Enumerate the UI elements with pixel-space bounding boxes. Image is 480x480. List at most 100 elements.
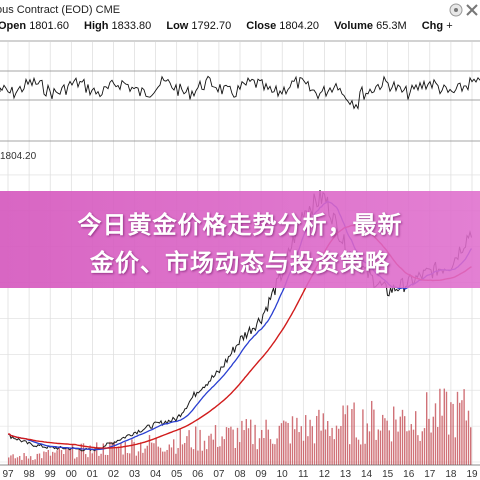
close-icon[interactable]: [464, 2, 480, 18]
volume-bar: [384, 418, 386, 465]
x-tick-label: 17: [424, 469, 436, 480]
volume-bar: [280, 423, 283, 465]
volume-bar: [417, 435, 419, 465]
volume-bar: [93, 446, 96, 465]
volume-bar: [272, 443, 274, 465]
volume-bar: [232, 429, 234, 465]
volume-bar: [331, 427, 333, 465]
volume-bar: [131, 439, 133, 465]
volume-bar: [386, 420, 388, 465]
volume-bar: [287, 422, 289, 465]
volume-bar: [428, 418, 430, 465]
volume-bar: [311, 426, 313, 465]
volume-bar: [371, 400, 373, 465]
volume-bar: [296, 417, 298, 465]
volume-bar: [201, 450, 203, 465]
volume-bar: [74, 458, 76, 465]
volume-bar: [351, 409, 353, 465]
volume-bar: [463, 389, 465, 465]
volume-bar: [423, 428, 426, 465]
volume-bar: [122, 454, 124, 465]
volume-bar: [157, 446, 159, 465]
volume-bar: [454, 437, 456, 465]
volume-bar: [283, 420, 285, 465]
volume-bar: [109, 441, 111, 465]
chg-field: Chg +: [421, 20, 453, 32]
volume-bar: [252, 444, 254, 465]
volume-bar: [14, 458, 16, 465]
volume-bar: [58, 447, 60, 465]
volume-bar: [221, 436, 223, 465]
volume-bar: [467, 410, 470, 465]
volume-bar: [115, 447, 118, 465]
x-tick-label: 98: [24, 469, 36, 480]
chart-header: ous Contract (EOD) CME Open 1801.60 High…: [0, 0, 480, 40]
volume-bar: [379, 430, 382, 465]
volume-bar: [52, 451, 54, 465]
high-field: High 1833.80: [84, 20, 152, 32]
volume-bar: [153, 443, 155, 465]
volume-bar: [412, 429, 415, 465]
x-tick-label: 09: [256, 469, 268, 480]
volume-bar: [410, 424, 412, 465]
x-tick-label: 11: [298, 469, 309, 480]
volume-bar: [342, 405, 344, 465]
volume-bar: [27, 458, 30, 465]
volume-bar: [364, 443, 366, 465]
volume-bar: [10, 455, 12, 465]
volume-bar: [388, 430, 390, 465]
x-tick-label: 97: [2, 469, 14, 480]
indicator-line: [0, 75, 480, 110]
volume-bar: [236, 427, 239, 465]
volume-bar: [223, 439, 225, 465]
volume-bar: [210, 433, 212, 465]
volume-bar: [186, 436, 188, 465]
volume-bar: [430, 432, 432, 465]
open-field: Open 1801.60: [0, 20, 69, 32]
volume-bar: [324, 429, 327, 465]
settings-icon[interactable]: [448, 2, 464, 18]
volume-bar: [375, 439, 377, 465]
banner-title-line1: 今日黄金价格走势分析，最新: [77, 211, 403, 239]
volume-bar: [120, 443, 122, 465]
volume-bar: [91, 453, 93, 465]
x-tick-label: 05: [171, 469, 183, 480]
volume-bar: [267, 429, 269, 465]
volume-bar: [47, 449, 49, 465]
volume-bar: [129, 453, 131, 465]
volume-bar: [65, 447, 67, 465]
volume-bar: [452, 403, 454, 465]
volume-bar: [254, 424, 256, 465]
volume-bar: [313, 443, 316, 465]
volume-bar: [344, 414, 346, 465]
volume-bar: [137, 451, 140, 465]
volume-bar: [133, 442, 135, 465]
volume-bar: [162, 451, 164, 465]
volume-bar: [366, 423, 368, 465]
volume-bar: [382, 414, 384, 465]
volume-bar: [439, 388, 441, 465]
low-field: Low 1792.70: [166, 20, 232, 32]
volume-bar: [214, 425, 217, 465]
volume-bar: [338, 428, 340, 465]
volume-bar: [265, 419, 267, 465]
volume-bar: [263, 437, 265, 465]
volume-bar: [192, 449, 195, 465]
volume-bar: [362, 409, 364, 465]
volume-bar: [294, 429, 296, 465]
volume-bar: [135, 455, 137, 465]
volume-bar: [124, 441, 126, 465]
x-tick-label: 14: [361, 469, 373, 480]
volume-bar: [71, 445, 74, 465]
volume-bar: [276, 438, 278, 465]
volume-bar: [298, 432, 300, 465]
x-tick-label: 02: [108, 469, 120, 480]
volume-bar: [177, 448, 179, 465]
volume-bar: [415, 411, 417, 465]
volume-bar: [41, 458, 43, 465]
x-tick-label: 03: [129, 469, 141, 480]
volume-bar: [148, 435, 151, 465]
volume-bar: [166, 449, 168, 465]
volume-bar: [408, 430, 410, 465]
